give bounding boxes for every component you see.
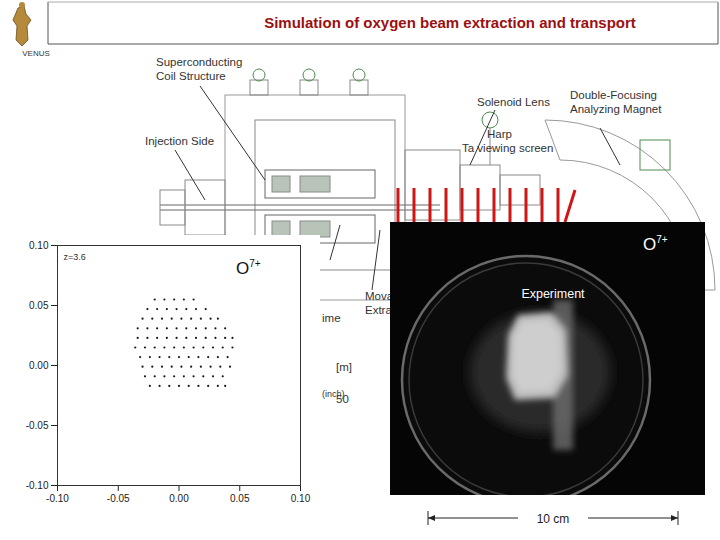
svg-text:0.00: 0.00	[29, 360, 49, 371]
svg-text:0.05: 0.05	[230, 493, 250, 504]
svg-text:Double-Focusing: Double-Focusing	[570, 89, 657, 101]
svg-text:-0.10: -0.10	[26, 480, 49, 491]
svg-text:VENUS: VENUS	[22, 49, 50, 58]
svg-text:-0.05: -0.05	[26, 420, 49, 431]
svg-text:50: 50	[336, 393, 349, 405]
svg-text:0.00: 0.00	[169, 493, 189, 504]
svg-text:Harp: Harp	[487, 128, 512, 140]
svg-text:ime: ime	[322, 312, 341, 324]
svg-text:Experiment: Experiment	[521, 287, 585, 301]
svg-text:Analyzing Magnet: Analyzing Magnet	[570, 103, 662, 115]
html-text:O7+: O7+	[643, 234, 668, 254]
svg-text:-0.10: -0.10	[46, 493, 69, 504]
svg-text:Injection Side: Injection Side	[145, 135, 214, 147]
svg-text:Extra: Extra	[365, 304, 392, 316]
svg-text:10 cm: 10 cm	[537, 512, 570, 526]
html-text:O7+: O7+	[236, 258, 261, 278]
svg-text:Mova: Mova	[365, 290, 394, 302]
svg-text:(inch): (inch)	[322, 389, 345, 399]
svg-text:0.10: 0.10	[29, 240, 49, 251]
svg-text:-0.05: -0.05	[107, 493, 130, 504]
svg-text:0.05: 0.05	[29, 300, 49, 311]
svg-text:Solenoid Lens: Solenoid Lens	[477, 96, 550, 108]
svg-text:Simulation of oxygen beam extr: Simulation of oxygen beam extraction and…	[264, 14, 636, 31]
svg-text:Coil Structure: Coil Structure	[156, 70, 226, 82]
svg-text:Superconducting: Superconducting	[156, 56, 242, 68]
svg-text:[m]: [m]	[336, 361, 352, 373]
svg-text:0.10: 0.10	[291, 493, 311, 504]
svg-text:Ta viewing screen: Ta viewing screen	[462, 142, 553, 154]
svg-text:z=3.6: z=3.6	[64, 252, 86, 262]
